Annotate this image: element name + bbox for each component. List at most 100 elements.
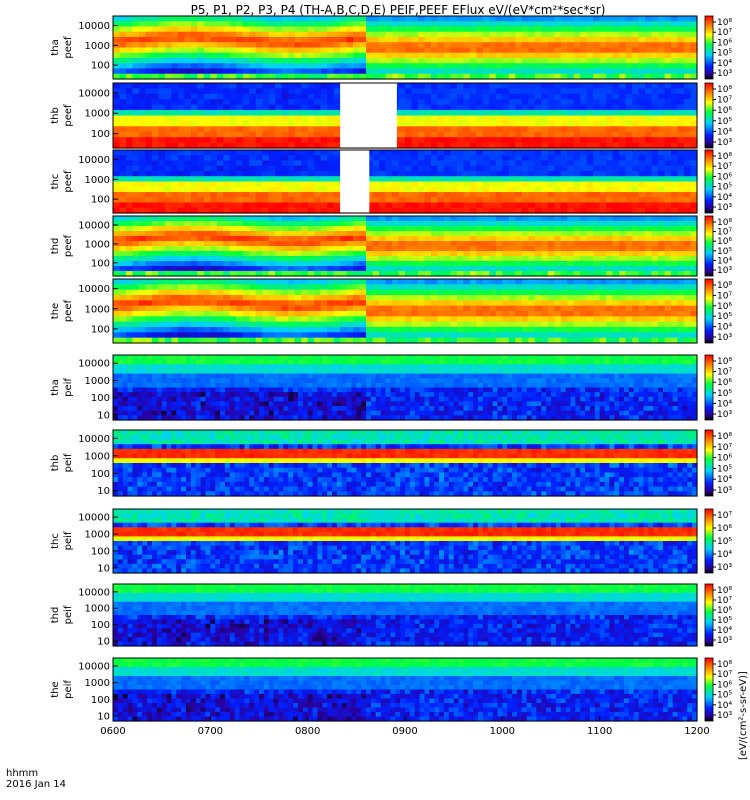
spectrogram-cell [242, 137, 250, 144]
spectrogram-cell [508, 150, 516, 156]
spectrogram-cell [619, 295, 627, 301]
spectrogram-cell [177, 58, 185, 64]
spectrogram-cell [197, 37, 205, 43]
spectrogram-cell [580, 52, 588, 59]
spectrogram-cell [223, 176, 231, 183]
spectrogram-cell [534, 176, 542, 183]
spectrogram-cell [275, 16, 283, 22]
spectrogram-cell [521, 246, 529, 252]
spectrogram-cell [658, 137, 666, 144]
spectrogram-cell [229, 99, 237, 106]
spectrogram-cell [508, 221, 516, 227]
spectrogram-cell [158, 110, 166, 117]
spectrogram-cell [586, 63, 594, 70]
spectrogram-cell [405, 115, 413, 122]
spectrogram-cell [443, 63, 452, 70]
spectrogram-cell [658, 131, 666, 138]
spectrogram-cell [469, 37, 477, 43]
spectrogram-cell [521, 226, 529, 232]
spectrogram-cell [398, 142, 406, 149]
spectrogram-cell [567, 26, 575, 33]
spectrogram-cell [521, 165, 529, 172]
spectrogram-cell [567, 110, 575, 117]
spectrogram-cell [580, 73, 588, 80]
spectrogram-cell [651, 251, 659, 257]
spectrogram-cell [236, 279, 244, 285]
spectrogram-cell [171, 251, 179, 257]
spectrogram-cell [327, 52, 335, 59]
spectrogram-cell [288, 165, 296, 172]
spectrogram-cell [437, 171, 445, 177]
spectrogram-cell [229, 88, 237, 95]
spectrogram-cell [443, 171, 452, 177]
spectrogram-cell [463, 150, 471, 156]
spectrogram-cell [554, 300, 562, 307]
spectrogram-cell [521, 284, 529, 291]
spectrogram-cell [671, 231, 679, 237]
spectrogram-cell [255, 261, 263, 267]
spectrogram-cell [372, 181, 380, 188]
spectrogram-cell [385, 160, 393, 167]
spectrogram-cell [184, 226, 192, 232]
spectrogram-cell [567, 181, 575, 188]
spectrogram-cell [424, 21, 432, 28]
spectrogram-cell [430, 181, 439, 188]
spectrogram-cell [177, 181, 185, 188]
spectrogram-cell [443, 300, 452, 307]
spectrogram-cell [606, 68, 614, 75]
spectrogram-cell [619, 131, 627, 138]
spectrogram-cell [262, 271, 270, 277]
spectrogram-cell [385, 150, 393, 156]
spectrogram-cell [145, 137, 153, 144]
spectrogram-cell [430, 207, 439, 214]
spectrogram-cell [229, 279, 237, 285]
spectrogram-cell [171, 37, 179, 43]
spectrogram-cell [138, 68, 147, 75]
spectrogram-cell [612, 207, 620, 214]
spectrogram-cell [651, 110, 659, 117]
spectrogram-cell [560, 120, 568, 127]
spectrogram-cell [184, 246, 192, 252]
spectrogram-cell [249, 231, 257, 237]
spectrogram-cell [314, 126, 322, 133]
spectrogram-cell [417, 131, 426, 138]
spectrogram-cell [177, 31, 185, 38]
spectrogram-cell [547, 181, 555, 188]
spectrogram-cell [138, 246, 147, 252]
spectrogram-cell [184, 58, 192, 64]
spectrogram-cell [353, 261, 361, 267]
spectrogram-cell [236, 21, 244, 28]
spectrogram-cell [651, 261, 659, 267]
spectrogram-cell [495, 58, 503, 64]
spectrogram-cell [398, 120, 406, 127]
spectrogram-cell [521, 99, 529, 106]
spectrogram-cell [242, 47, 250, 54]
spectrogram-cell [606, 52, 614, 59]
spectrogram-cell [113, 37, 121, 43]
spectrogram-cell [482, 68, 490, 75]
spectrogram-cell [684, 47, 692, 54]
spectrogram-cell [327, 266, 335, 272]
spectrogram-cell [262, 236, 270, 242]
spectrogram-cell [580, 142, 588, 149]
spectrogram-cell [411, 73, 419, 80]
spectrogram-cell [495, 120, 503, 127]
spectrogram-cell [392, 289, 400, 296]
spectrogram-cell [573, 126, 581, 133]
colorbar [704, 15, 714, 80]
spectrogram-cell [392, 42, 400, 49]
spectrogram-cell [463, 47, 471, 54]
spectrogram-cell [625, 202, 633, 209]
spectrogram-cell [573, 279, 581, 285]
spectrogram-cell [190, 137, 198, 144]
spectrogram-cell [528, 181, 536, 188]
spectrogram-cell [190, 261, 198, 267]
spectrogram-cell [677, 83, 685, 90]
spectrogram-cell [645, 83, 653, 90]
spectrogram-cell [372, 221, 380, 227]
spectrogram-cell [593, 221, 601, 227]
spectrogram-cell [301, 300, 309, 307]
spectrogram-cell [262, 73, 270, 80]
spectrogram-cell [366, 165, 374, 172]
spectrogram-cell [327, 241, 335, 247]
